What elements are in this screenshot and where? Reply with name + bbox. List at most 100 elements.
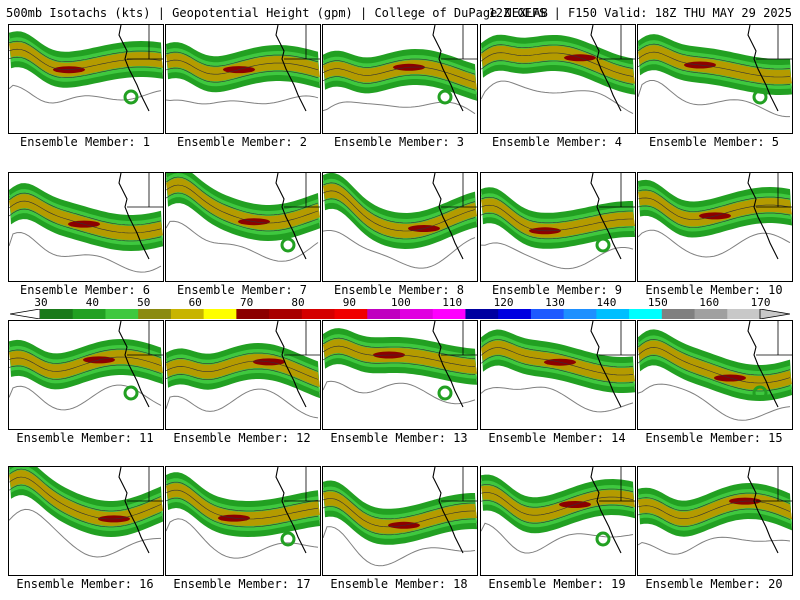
ensemble-member-label: Ensemble Member: 10	[645, 283, 783, 297]
colorbar-swatch	[236, 309, 270, 319]
colorbar-tick-label: 60	[188, 296, 202, 309]
height-contour	[166, 176, 319, 216]
jet-band-inner	[9, 194, 163, 240]
colorbar-swatch	[596, 309, 630, 319]
political-border	[127, 321, 163, 356]
isotach-map	[638, 467, 792, 555]
political-border	[284, 321, 320, 356]
height-contour	[166, 368, 319, 388]
ensemble-map-panel	[165, 320, 321, 430]
coastline	[747, 321, 779, 408]
height-contour	[323, 198, 476, 240]
colorbar-tick-label: 170	[750, 296, 771, 309]
ensemble-map-panel	[322, 172, 478, 282]
jet-band-inner	[166, 178, 320, 230]
height-contour	[9, 484, 162, 528]
height-contour	[638, 347, 791, 384]
ensemble-map-panel	[637, 24, 793, 134]
isotach-map	[638, 173, 792, 260]
height-contour	[166, 360, 319, 380]
ensemble-member-label: Ensemble Member: 13	[330, 431, 468, 445]
political-border	[127, 25, 163, 60]
ensemble-map-panel	[480, 172, 636, 282]
ensemble-member-label: Ensemble Member: 19	[488, 577, 626, 591]
coastline	[432, 467, 464, 554]
political-border	[756, 173, 792, 208]
coastline	[275, 467, 307, 554]
height-contour	[638, 197, 791, 220]
height-contour	[481, 80, 634, 115]
height-contour	[323, 66, 476, 83]
isotach-map	[638, 25, 792, 118]
jet-band-inner	[323, 60, 477, 90]
colorbar-swatch	[432, 309, 466, 319]
ensemble-member-label: Ensemble Member: 7	[176, 283, 308, 297]
ensemble-map-panel	[165, 24, 321, 134]
height-contour	[323, 353, 476, 375]
isotach-map	[166, 321, 320, 419]
jet-band-inner	[323, 183, 477, 238]
height-contour	[323, 190, 476, 232]
height-contour	[166, 95, 319, 105]
ensemble-member-label: Ensemble Member: 6	[19, 283, 151, 297]
political-border	[756, 467, 792, 502]
colorbar-tick-label: 160	[699, 296, 720, 309]
height-contour	[638, 205, 791, 228]
colorbar-tick-label: 150	[647, 296, 668, 309]
height-contour	[166, 220, 319, 262]
political-border	[441, 25, 477, 60]
coastline	[275, 321, 307, 408]
height-contour	[9, 231, 162, 273]
height-contour	[323, 490, 475, 520]
ensemble-member-label: Ensemble Member: 3	[333, 135, 465, 149]
colorbar-swatch	[105, 309, 139, 319]
colorbar-swatch	[301, 309, 336, 319]
isotach-map	[481, 467, 635, 554]
ensemble-map-panel	[637, 466, 793, 576]
coastline	[590, 321, 622, 408]
height-contour	[9, 476, 162, 520]
ensemble-map-panel	[480, 320, 636, 430]
ensemble-member-label: Ensemble Member: 20	[645, 577, 783, 591]
political-border	[599, 321, 635, 356]
ensemble-map-panel	[480, 24, 636, 134]
isotach-map	[166, 173, 320, 262]
isotach-colorbar	[10, 309, 790, 319]
isotach-map	[323, 25, 477, 115]
isotach-map	[9, 173, 163, 273]
political-border	[284, 467, 320, 502]
coastline	[590, 467, 622, 554]
ensemble-map-panel	[8, 24, 164, 134]
height-contour	[9, 384, 162, 411]
jet-band-inner	[323, 491, 477, 534]
coastline	[118, 25, 150, 112]
height-contour	[638, 339, 791, 376]
colorbar-tick-label: 120	[493, 296, 514, 309]
colorbar-swatch	[661, 309, 696, 319]
height-contour	[323, 345, 476, 367]
colorbar-swatch	[203, 309, 237, 319]
cutoff-low	[752, 385, 768, 401]
political-border	[756, 321, 792, 356]
coastline	[432, 173, 464, 260]
political-border	[284, 25, 320, 60]
colorbar-tick-label: 40	[85, 296, 100, 309]
cutoff-low	[595, 237, 611, 253]
ensemble-member-label: Ensemble Member: 1	[19, 135, 151, 149]
height-contour	[481, 484, 634, 508]
ensemble-map-panel	[637, 320, 793, 430]
cutoff-low	[437, 385, 453, 401]
ensemble-map-panel	[322, 466, 478, 576]
political-border	[127, 173, 163, 208]
colorbar-swatch	[530, 309, 565, 319]
height-contour	[638, 536, 791, 555]
jet-band-inner	[481, 198, 635, 238]
isotach-map	[323, 467, 477, 567]
height-contour	[9, 192, 162, 226]
height-contour	[166, 388, 319, 419]
height-contour	[481, 196, 633, 224]
ensemble-map-panel	[322, 24, 478, 134]
height-contour	[166, 67, 319, 83]
height-contour	[9, 348, 162, 364]
colorbar-labels: 30 40 50 60 70 80 90 100 110 120 130 140 150 160 170	[0, 296, 800, 310]
